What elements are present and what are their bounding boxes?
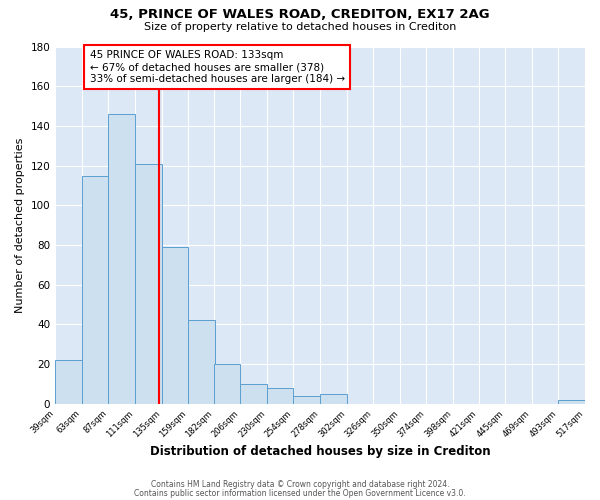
Bar [240, 384, 267, 404]
Bar [82, 176, 109, 404]
Text: Contains public sector information licensed under the Open Government Licence v3: Contains public sector information licen… [134, 488, 466, 498]
Bar [188, 320, 215, 404]
Text: 45, PRINCE OF WALES ROAD, CREDITON, EX17 2AG: 45, PRINCE OF WALES ROAD, CREDITON, EX17… [110, 8, 490, 20]
Text: 45 PRINCE OF WALES ROAD: 133sqm
← 67% of detached houses are smaller (378)
33% o: 45 PRINCE OF WALES ROAD: 133sqm ← 67% of… [89, 50, 344, 84]
Text: Size of property relative to detached houses in Crediton: Size of property relative to detached ho… [144, 22, 456, 32]
X-axis label: Distribution of detached houses by size in Crediton: Distribution of detached houses by size … [150, 444, 490, 458]
Bar [135, 164, 161, 404]
Y-axis label: Number of detached properties: Number of detached properties [15, 138, 25, 313]
Bar [161, 247, 188, 404]
Bar [267, 388, 293, 404]
Bar [214, 364, 240, 404]
Bar [109, 114, 135, 404]
Bar [559, 400, 585, 404]
Bar [55, 360, 82, 404]
Bar [320, 394, 347, 404]
Bar [293, 396, 320, 404]
Text: Contains HM Land Registry data © Crown copyright and database right 2024.: Contains HM Land Registry data © Crown c… [151, 480, 449, 489]
